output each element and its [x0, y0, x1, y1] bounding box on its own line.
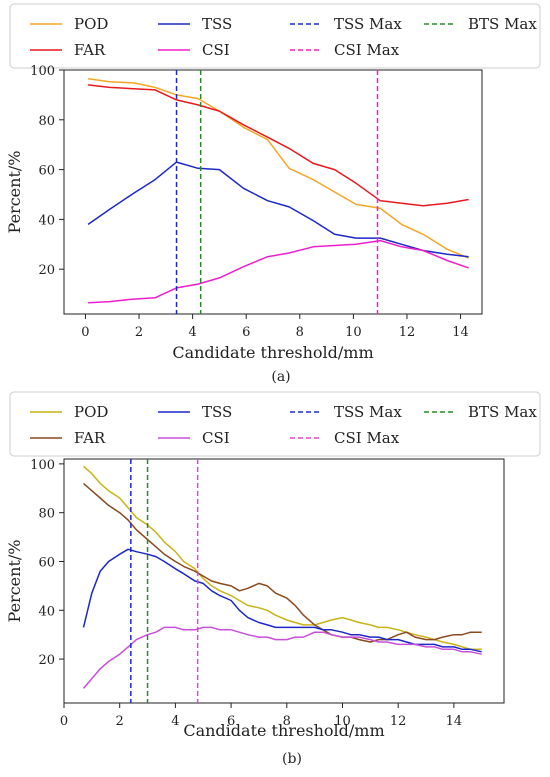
x-tick-label: 4 [171, 714, 179, 729]
legend-label: BTS Max [468, 15, 537, 33]
y-tick-label: 100 [30, 458, 55, 473]
y-tick-label: 40 [38, 604, 55, 619]
legend-label: CSI [202, 41, 230, 59]
x-tick-label: 2 [116, 714, 124, 729]
x-tick-label: 12 [390, 714, 407, 729]
legend-box [9, 391, 541, 457]
y-axis-label: Percent/% [5, 151, 24, 234]
legend-label: CSI Max [334, 41, 400, 59]
legend-label: CSI [202, 429, 230, 447]
y-tick-label: 60 [38, 164, 55, 179]
y-axis-label: Percent/% [5, 540, 24, 623]
series-csi-line [82, 626, 482, 689]
x-tick-label: 4 [188, 325, 196, 340]
x-tick-label: 10 [345, 325, 362, 340]
legend-label: TSS [202, 15, 232, 33]
series-pod-line [83, 465, 482, 651]
x-tick-label: 12 [399, 325, 416, 340]
legend-label: CSI Max [334, 429, 400, 447]
series-csi-line [88, 239, 469, 304]
y-tick-label: 100 [30, 64, 55, 79]
series-far-line [83, 482, 482, 643]
x-tick-label: 0 [60, 714, 68, 729]
x-tick-label: 2 [135, 325, 143, 340]
x-tick-label: 10 [334, 714, 351, 729]
y-tick-label: 20 [38, 653, 55, 668]
series-pod-line [87, 77, 469, 259]
chart-1: POD FAR TSS CSI TSS Max CSI Max BTS Max 0 2 4 6 8 10… [5, 3, 541, 385]
x-tick-label: 14 [446, 714, 463, 729]
y-tick-label: 20 [38, 263, 55, 278]
series-tss-line [87, 161, 469, 258]
plot-area [63, 69, 483, 315]
x-axis-label: Candidate threshold/mm [183, 721, 384, 740]
legend-label: TSS Max [334, 15, 402, 33]
y-tick-label: 80 [38, 114, 55, 129]
legend-box [9, 3, 541, 69]
chart-caption: (b) [282, 751, 302, 767]
legend-label: POD [74, 403, 108, 421]
legend-label: BTS Max [468, 403, 537, 421]
chart-caption: (a) [271, 369, 290, 385]
x-tick-label: 14 [452, 325, 469, 340]
x-tick-label: 8 [296, 325, 304, 340]
legend-label: FAR [74, 41, 106, 59]
x-axis-label: Candidate threshold/mm [172, 343, 373, 362]
x-tick-label: 8 [283, 714, 291, 729]
plot-area [63, 458, 505, 704]
y-tick-label: 60 [38, 555, 55, 570]
legend-label: TSS [202, 403, 232, 421]
x-tick-label: 6 [227, 714, 235, 729]
series-far-line [88, 84, 469, 207]
legend-label: TSS Max [334, 403, 402, 421]
y-tick-label: 40 [38, 213, 55, 228]
x-tick-label: 0 [81, 325, 89, 340]
chart-2: POD FAR TSS CSI TSS Max CSI Max BTS Max 0 2 4 6 8 10… [5, 391, 541, 767]
x-tick-label: 6 [242, 325, 250, 340]
y-tick-label: 80 [38, 507, 55, 522]
legend-label: FAR [74, 429, 106, 447]
legend-label: POD [74, 15, 108, 33]
